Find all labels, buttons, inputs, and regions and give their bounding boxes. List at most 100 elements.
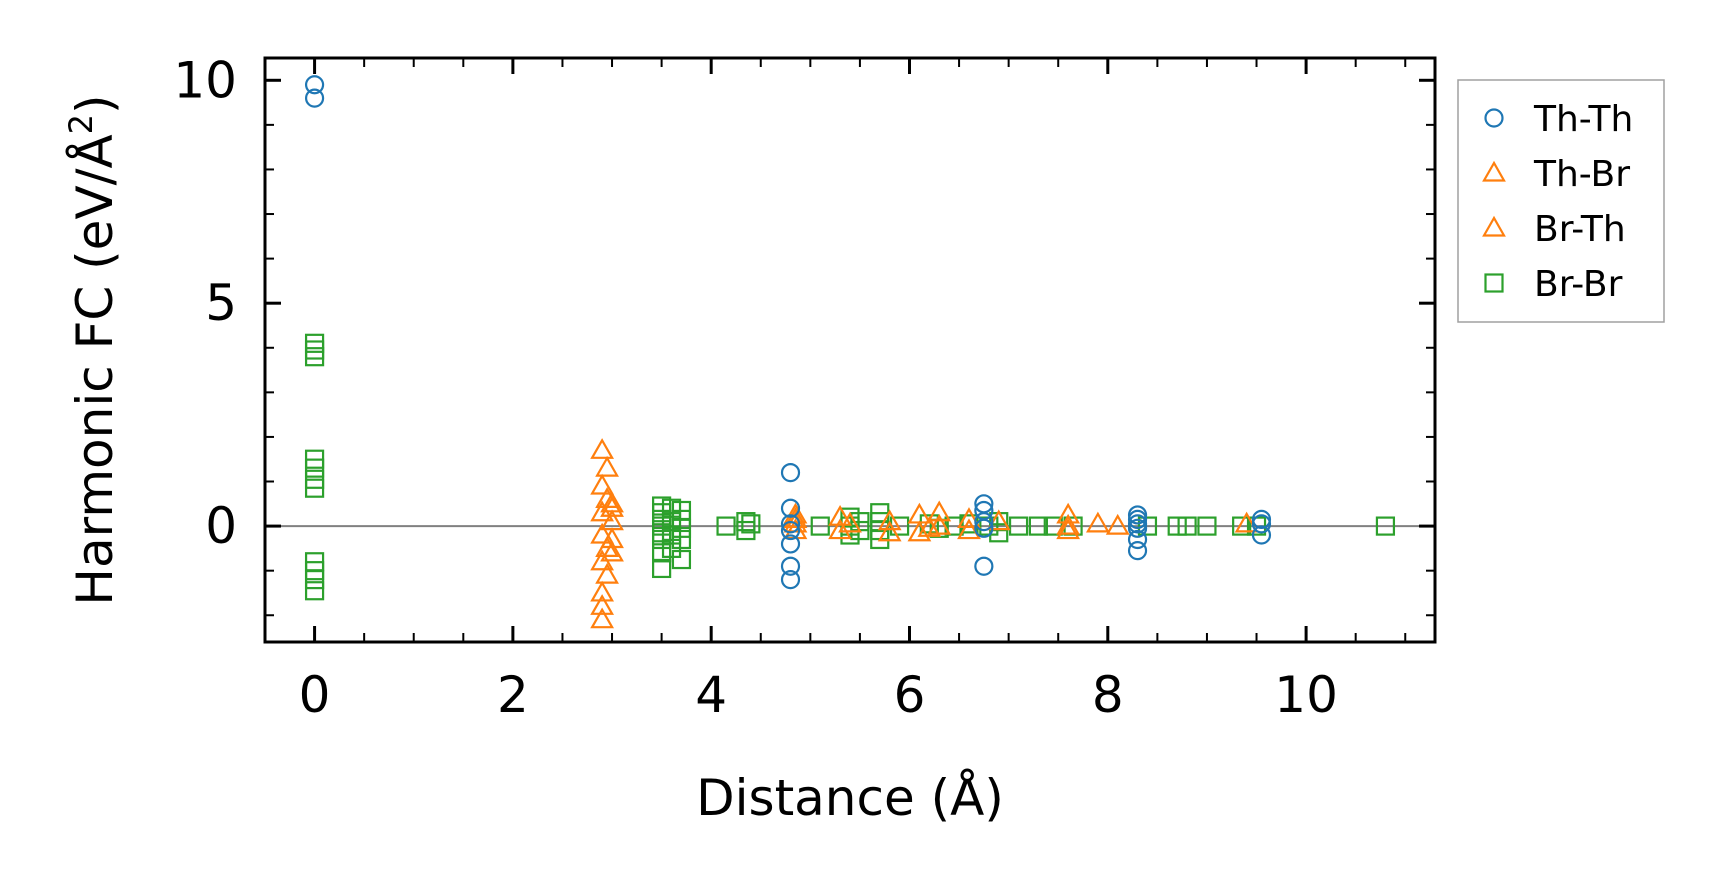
data-point xyxy=(780,520,801,541)
y-axis-label-main: Harmonic FC (eV/Å xyxy=(66,134,124,605)
data-point xyxy=(780,514,801,534)
data-point xyxy=(304,340,325,360)
data-point xyxy=(877,520,902,542)
data-point xyxy=(810,516,830,536)
series-th-br xyxy=(590,438,1259,629)
data-point xyxy=(600,491,624,513)
legend-label: Br-Br xyxy=(1534,264,1623,305)
data-point xyxy=(780,534,801,554)
data-point xyxy=(716,516,736,536)
data-point xyxy=(661,498,682,518)
data-point xyxy=(304,478,325,498)
legend-item: Br-Br xyxy=(1484,264,1623,305)
data-point xyxy=(986,509,1011,531)
series-br-th xyxy=(600,496,1081,562)
data-point xyxy=(595,562,619,584)
data-point xyxy=(1127,541,1148,561)
legend: Th-Th Th-Br Br-Th Br-Br xyxy=(1457,79,1665,323)
x-tick-label: 4 xyxy=(695,666,727,724)
legend-marker xyxy=(1484,273,1504,293)
data-point xyxy=(304,347,325,367)
data-point xyxy=(1028,516,1048,536)
data-point xyxy=(877,509,902,531)
legend-marker xyxy=(1484,108,1504,128)
data-point xyxy=(974,556,994,576)
legend-label: Th-Br xyxy=(1533,154,1630,195)
data-point xyxy=(1375,516,1396,536)
data-point xyxy=(600,540,624,562)
data-point xyxy=(780,462,801,483)
legend-label: Br-Th xyxy=(1534,209,1626,250)
x-tick-label: 2 xyxy=(497,666,529,724)
data-point xyxy=(600,527,624,549)
data-point xyxy=(917,516,942,537)
data-point xyxy=(652,543,672,563)
legend-marker xyxy=(1482,215,1506,237)
data-point xyxy=(590,580,615,602)
data-point xyxy=(840,525,860,545)
data-point xyxy=(957,507,981,529)
series-br-br xyxy=(304,333,1396,601)
data-point xyxy=(957,518,981,540)
x-tick-label: 6 xyxy=(894,666,926,724)
data-point xyxy=(1197,516,1217,536)
y-tick-label: 0 xyxy=(205,497,237,555)
ticks-layer: 0 2 4 6 8 10 0 5 10 xyxy=(173,51,1435,724)
data-point xyxy=(304,569,325,590)
data-point xyxy=(671,549,692,570)
data-point xyxy=(590,438,615,459)
data-point xyxy=(1056,518,1081,540)
data-point xyxy=(304,88,325,108)
data-point xyxy=(1137,516,1158,536)
data-point xyxy=(1232,516,1252,536)
data-point xyxy=(780,556,801,576)
legend-item: Th-Th xyxy=(1484,99,1633,140)
data-point xyxy=(304,75,325,95)
data-point xyxy=(1177,516,1197,536)
y-tick-label: 10 xyxy=(173,51,237,109)
data-point xyxy=(590,522,615,544)
data-point xyxy=(1251,525,1272,545)
data-point xyxy=(671,529,692,550)
data-point xyxy=(661,512,682,532)
legend-item: Th-Br xyxy=(1482,154,1630,195)
data-point xyxy=(927,500,952,522)
legend-box xyxy=(1457,79,1665,323)
data-point xyxy=(671,518,692,538)
legend-label: Th-Th xyxy=(1533,99,1633,140)
y-axis-label-superscript: 2 xyxy=(62,114,100,134)
data-point xyxy=(600,496,624,517)
data-point xyxy=(736,520,756,541)
legend-item: Br-Th xyxy=(1482,209,1626,250)
plot-frame xyxy=(263,56,1437,644)
data-point xyxy=(652,558,672,579)
y-axis-label-close: ) xyxy=(66,94,124,114)
data-point xyxy=(304,581,325,601)
data-point xyxy=(304,458,325,478)
data-point xyxy=(1127,529,1148,550)
data-point xyxy=(1008,516,1029,536)
data-point xyxy=(1234,511,1259,533)
x-tick-label: 8 xyxy=(1092,666,1124,724)
x-axis-label: Distance (Å) xyxy=(696,769,1004,827)
data-point xyxy=(974,512,994,532)
data-point xyxy=(907,520,932,542)
data-point xyxy=(590,473,615,495)
data-point xyxy=(595,455,619,477)
data-points-layer xyxy=(304,75,1396,629)
data-point xyxy=(661,525,682,545)
data-point xyxy=(828,504,852,526)
data-point xyxy=(741,514,761,534)
data-point xyxy=(907,502,932,524)
x-tick-label: 10 xyxy=(1274,666,1338,724)
series-th-th xyxy=(304,75,1272,590)
data-point xyxy=(974,518,994,538)
data-point xyxy=(783,507,808,529)
x-tick-label: 0 xyxy=(299,666,331,724)
legend-marker xyxy=(1482,160,1506,182)
data-point xyxy=(780,498,801,518)
data-point xyxy=(1105,513,1130,535)
data-point xyxy=(1167,516,1187,536)
data-point xyxy=(1127,518,1148,538)
